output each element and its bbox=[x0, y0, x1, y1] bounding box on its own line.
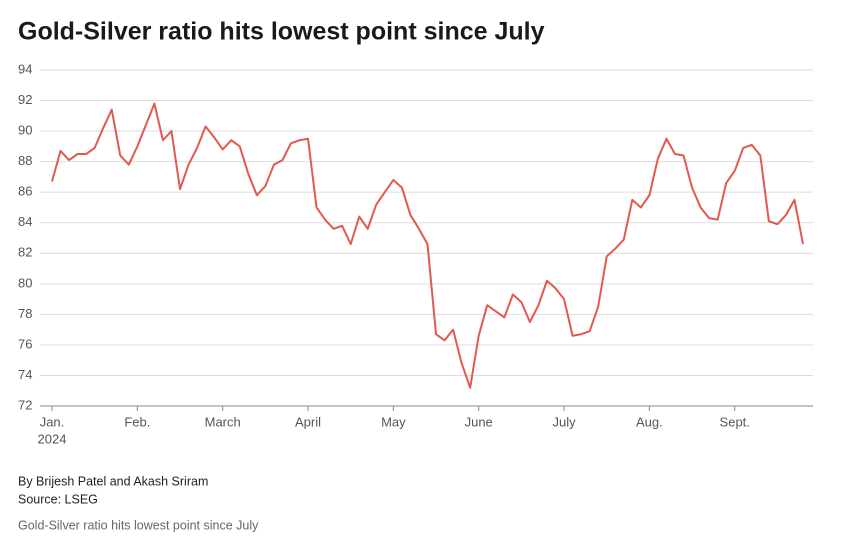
x-tick-label: Jan. bbox=[40, 414, 65, 429]
y-tick-label: 92 bbox=[18, 92, 32, 107]
y-tick-label: 94 bbox=[18, 61, 32, 76]
y-tick-label: 74 bbox=[18, 367, 32, 382]
x-tick-label: Sept. bbox=[720, 414, 750, 429]
year-label: 2024 bbox=[38, 431, 67, 446]
y-tick-label: 72 bbox=[18, 397, 32, 412]
chart-title: Gold-Silver ratio hits lowest point sinc… bbox=[18, 18, 545, 46]
x-tick-label: May bbox=[381, 414, 406, 429]
y-tick-label: 84 bbox=[18, 214, 32, 229]
x-tick-label: Feb. bbox=[124, 414, 150, 429]
x-tick-label: April bbox=[295, 414, 321, 429]
y-tick-label: 78 bbox=[18, 306, 32, 321]
source: Source: LSEG bbox=[18, 492, 98, 506]
y-tick-label: 82 bbox=[18, 245, 32, 260]
y-tick-label: 88 bbox=[18, 153, 32, 168]
y-tick-label: 80 bbox=[18, 275, 32, 290]
x-tick-label: June bbox=[465, 414, 493, 429]
y-tick-label: 86 bbox=[18, 184, 32, 199]
y-tick-label: 90 bbox=[18, 123, 32, 138]
y-tick-label: 76 bbox=[18, 336, 32, 351]
byline: By Brijesh Patel and Akash Sriram bbox=[18, 474, 208, 488]
note: Gold-Silver ratio hits lowest point sinc… bbox=[18, 518, 259, 532]
x-tick-label: March bbox=[205, 414, 241, 429]
line bbox=[51, 102, 804, 389]
x-tick-label: July bbox=[552, 414, 576, 429]
x-tick-label: Aug. bbox=[636, 414, 663, 429]
